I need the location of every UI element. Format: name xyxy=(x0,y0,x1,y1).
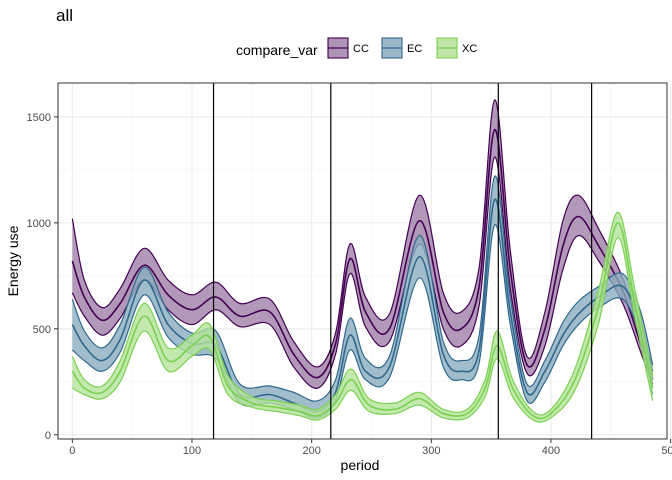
legend-label: EC xyxy=(407,43,422,55)
y-tick-label: 1500 xyxy=(27,112,51,124)
y-axis: 0 500 1000 1500 xyxy=(27,112,58,442)
x-tick-label: 100 xyxy=(183,445,201,457)
x-tick-label: 200 xyxy=(302,445,320,457)
mean-line-cc xyxy=(71,128,654,379)
x-axis: 0 100 200 300 400 500 xyxy=(69,439,672,457)
upper-line-xc xyxy=(71,211,654,416)
lower-line-xc xyxy=(72,237,654,423)
legend-item-ec: EC xyxy=(381,37,422,59)
upper-line-ec xyxy=(71,175,654,402)
y-tick-label: 1000 xyxy=(27,218,51,230)
legend-label: XC xyxy=(462,43,477,55)
grid xyxy=(58,83,672,439)
x-tick-label: 500 xyxy=(661,445,672,457)
series-cc xyxy=(71,99,654,389)
series-layer xyxy=(71,99,654,423)
legend-item-cc: CC xyxy=(327,37,369,59)
plot-panel-border xyxy=(57,82,668,440)
legend-title: compare_var xyxy=(236,42,318,58)
x-tick-label: 0 xyxy=(69,445,75,457)
chart-title: all xyxy=(56,6,73,25)
series-xc xyxy=(71,211,654,423)
mean-line-ec xyxy=(71,198,654,413)
x-tick-label: 400 xyxy=(542,445,560,457)
mean-line-xc xyxy=(71,222,654,420)
y-tick-label: 500 xyxy=(33,324,51,336)
reference-lines xyxy=(212,83,593,439)
legend: compare_var CC EC XC xyxy=(236,37,477,59)
lower-line-cc xyxy=(71,156,654,389)
lower-line-ec xyxy=(71,224,654,419)
legend-label: CC xyxy=(353,43,369,55)
x-axis-title: period xyxy=(341,457,380,473)
legend-item-xc: XC xyxy=(436,37,477,59)
x-tick-label: 300 xyxy=(422,445,440,457)
ribbon-xc xyxy=(72,212,653,423)
y-tick-label: 0 xyxy=(45,430,51,442)
y-axis-title: Energy use xyxy=(5,225,21,296)
upper-line-cc xyxy=(71,99,654,368)
